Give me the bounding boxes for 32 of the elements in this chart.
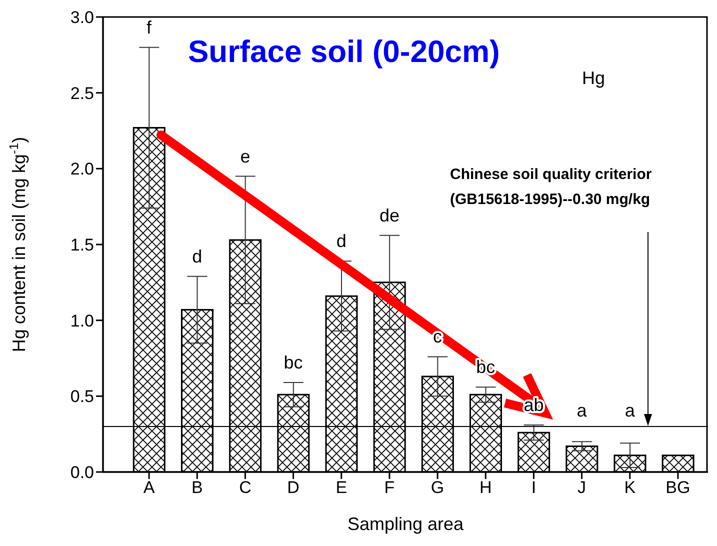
x-tick-label: G [430, 478, 444, 498]
annotation: bc [284, 352, 303, 373]
annotation: de [379, 205, 400, 226]
x-tick-label: K [624, 478, 636, 498]
y-tick-label: 2.0 [70, 160, 94, 179]
annotation: f [146, 17, 153, 38]
annotation: a [576, 400, 588, 420]
annotation: d [336, 231, 346, 252]
x-tick-label: J [578, 478, 586, 498]
annotation: d [192, 246, 202, 266]
ref-line-label: Chinese soil quality criterior (GB15618-1995)--0.30 mg/kg [450, 165, 652, 210]
x-tick-label: I [531, 478, 536, 498]
x-tick-label: B [191, 478, 203, 498]
y-tick-label: 2.5 [70, 84, 94, 103]
y-tick-label: 1.5 [70, 236, 94, 255]
annotation: e [240, 146, 250, 166]
annotation: a [624, 400, 636, 420]
x-tick-label: E [336, 478, 348, 498]
annotation: ab [524, 394, 544, 415]
y-tick-label: 3.0 [70, 8, 94, 28]
annotation: Hg [582, 68, 606, 88]
x-tick-label: C [239, 478, 252, 498]
text: Surface soil (0-20cm) [188, 34, 500, 70]
x-tick-label: H [479, 478, 492, 498]
x-tick-label: D [287, 478, 300, 498]
y-tick-label: 0.5 [70, 387, 94, 406]
y-tick-label: 1.0 [70, 311, 94, 330]
x-tick-label: F [384, 478, 395, 498]
y-tick-label: 0.0 [70, 463, 94, 482]
x-tick-label: A [143, 478, 156, 498]
x-tick-label: BG [666, 478, 690, 498]
x-axis-title: Sampling area [347, 514, 465, 534]
